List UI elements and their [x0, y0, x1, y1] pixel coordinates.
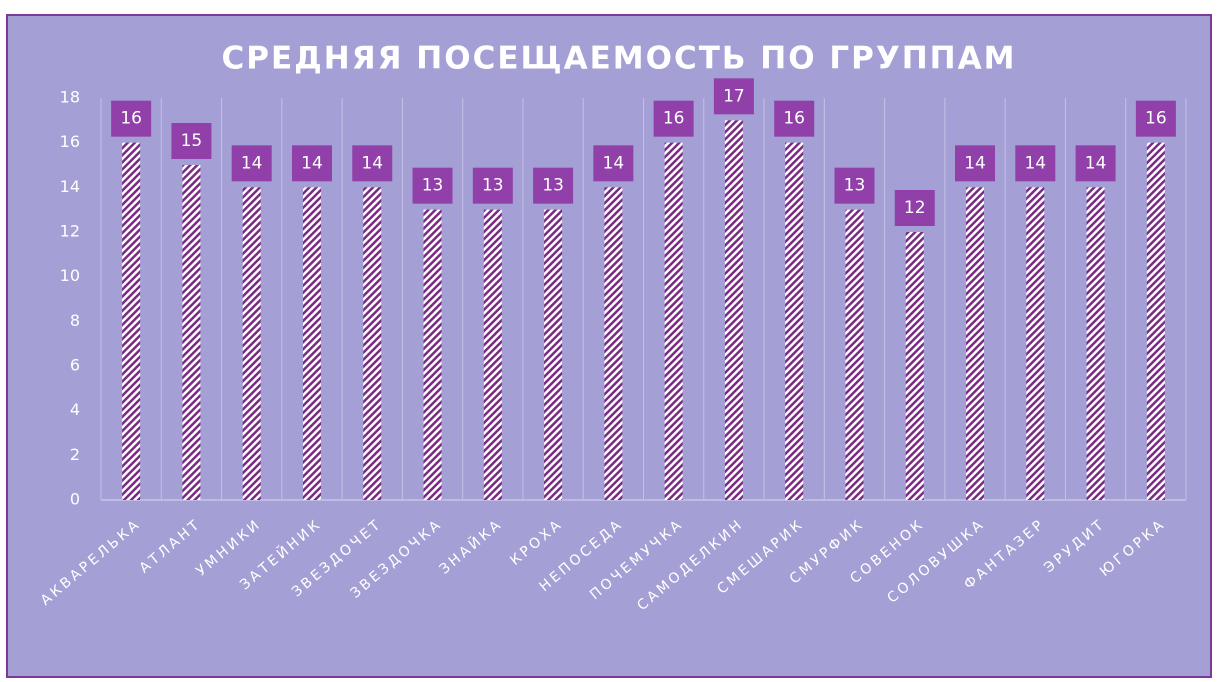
y-tick-label: 14 — [60, 177, 80, 196]
data-label: 12 — [904, 198, 926, 218]
y-tick-label: 16 — [60, 132, 80, 151]
chart-title: СРЕДНЯЯ ПОСЕЩАЕМОСТЬ ПО ГРУППАМ — [222, 41, 1017, 77]
bar — [724, 120, 743, 500]
data-label: 16 — [663, 109, 685, 129]
data-label: 16 — [1145, 109, 1167, 129]
bar — [122, 142, 141, 500]
data-label-box — [1135, 100, 1176, 137]
bar — [302, 187, 321, 501]
data-label-box — [955, 145, 996, 182]
data-label-box — [171, 123, 212, 159]
data-label-box — [1075, 145, 1116, 182]
bar — [544, 209, 563, 500]
data-label-box — [834, 167, 875, 204]
data-label-box — [713, 78, 754, 115]
data-label: 13 — [422, 176, 444, 196]
bar — [363, 187, 382, 501]
bar — [1026, 187, 1045, 501]
data-label-box — [472, 167, 513, 204]
bar — [423, 209, 442, 500]
data-label: 16 — [783, 109, 805, 129]
bar — [845, 209, 864, 500]
y-tick-label: 4 — [70, 400, 80, 419]
data-label-box — [593, 145, 634, 182]
bar — [1146, 142, 1165, 500]
data-label: 14 — [1024, 153, 1046, 173]
data-label: 15 — [181, 131, 203, 151]
bar — [1086, 187, 1105, 501]
bar — [905, 232, 924, 500]
y-tick-label: 2 — [70, 445, 80, 464]
y-tick-label: 0 — [70, 490, 80, 509]
data-label: 13 — [542, 176, 564, 196]
data-label: 14 — [603, 153, 625, 173]
data-label-box — [653, 100, 694, 137]
data-label-box — [774, 100, 815, 137]
data-label-box — [111, 100, 152, 137]
bar — [966, 187, 985, 501]
data-label: 14 — [1085, 153, 1107, 173]
y-tick-label: 10 — [60, 266, 80, 285]
data-label: 17 — [723, 86, 745, 106]
bar — [483, 209, 502, 500]
bar — [785, 142, 804, 500]
data-label-box — [231, 145, 272, 182]
bar — [242, 187, 261, 501]
bar — [664, 142, 683, 500]
data-label: 14 — [361, 153, 383, 173]
y-tick-label: 8 — [70, 311, 80, 330]
data-label: 16 — [120, 109, 142, 129]
data-label: 13 — [844, 176, 866, 196]
data-label: 14 — [241, 153, 263, 173]
data-label-box — [1015, 145, 1056, 182]
data-label-box — [412, 167, 453, 204]
y-tick-label: 6 — [70, 356, 80, 375]
data-label: 14 — [964, 153, 986, 173]
y-tick-label: 12 — [60, 222, 80, 241]
data-label: 13 — [482, 176, 504, 196]
data-label-box — [352, 145, 393, 182]
y-tick-label: 18 — [60, 88, 80, 107]
data-label-box — [894, 190, 935, 226]
bar — [604, 187, 623, 501]
data-label-box — [533, 167, 574, 204]
data-label: 14 — [301, 153, 323, 173]
data-label-box — [291, 145, 332, 182]
bar — [182, 165, 201, 500]
